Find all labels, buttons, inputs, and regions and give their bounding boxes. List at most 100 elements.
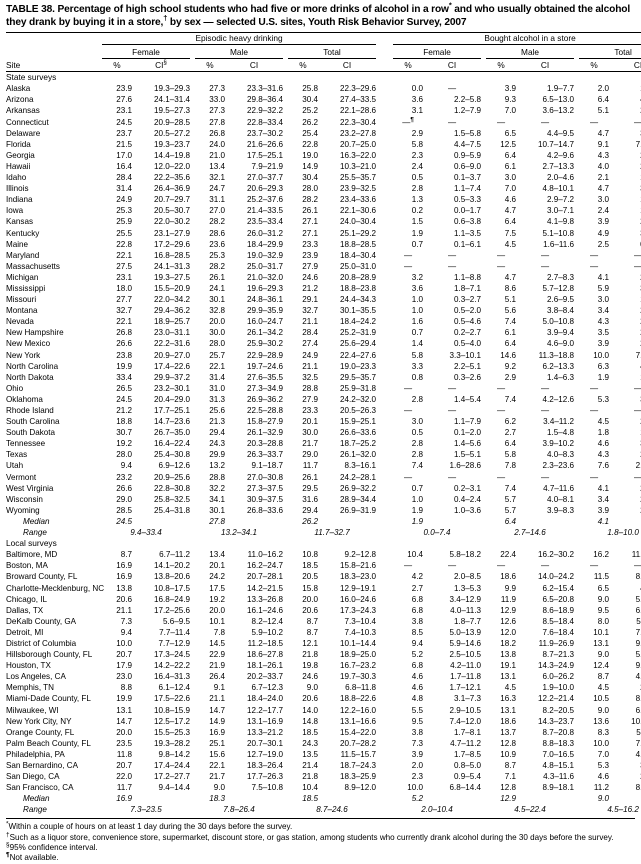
- cell-percent: 15.8: [302, 583, 318, 593]
- cell-percent: 4.3: [597, 450, 610, 460]
- cell-ci: 6.5–20.8: [542, 594, 575, 604]
- cell-percent: 2.4: [411, 161, 424, 171]
- cell-percent: 4.3: [597, 317, 610, 327]
- table-row: New Hampshire 26.8 23.0–31.1 30.0 26.1–34.2 2…: [6, 327, 641, 338]
- cell-percent: 12.0: [500, 627, 517, 637]
- row-site-label: Michigan: [6, 272, 39, 282]
- cell-percent: 8.7: [306, 616, 318, 626]
- table-row: San Bernardino, CA 20.7 17.4–24.4 22.1 18.3–…: [6, 760, 641, 771]
- cell-percent: 23.3: [302, 406, 318, 415]
- cell-percent: 24.7: [209, 184, 225, 194]
- cell-percent: 7.4: [504, 483, 517, 493]
- row-site-label: Hawaii: [6, 161, 31, 171]
- cell-percent: 14.9: [302, 161, 318, 171]
- row-site-label: South Dakota: [6, 428, 56, 438]
- cell-ci: 27.3–34.9: [246, 383, 283, 393]
- footnote-text: Within a couple of hours on at least 1 d…: [8, 822, 293, 832]
- cell-ci: 0.9–5.4: [454, 772, 482, 782]
- row-site-label: North Carolina: [6, 361, 59, 371]
- cell-ci: 20.2–33.7: [246, 672, 283, 682]
- cell-ci: 1.5–5.1: [454, 450, 482, 460]
- cell-ci: 3.9–9.4: [547, 328, 575, 338]
- cell-percent: 1.5: [411, 217, 424, 227]
- row-site-label: Miami-Dade County, FL: [6, 694, 91, 704]
- cell-percent: 13.4: [209, 550, 225, 560]
- cell-ci: 25.8–32.5: [153, 494, 190, 504]
- cell-percent: 31.1: [209, 195, 225, 205]
- cell-percent: —: [590, 117, 599, 127]
- cell-ci: 7.7–11.4: [159, 627, 190, 637]
- cell-ci: 6.7–11.2: [159, 550, 190, 560]
- cell-percent: 20.7: [116, 650, 132, 660]
- cell-ci: 8.6–18.9: [542, 605, 575, 615]
- cell-percent: 31.4: [209, 372, 225, 382]
- cell-percent: 3.0: [597, 295, 610, 305]
- cell-ci: 20.7–25.0: [340, 139, 377, 149]
- cell-percent: 7.3: [120, 616, 132, 626]
- table-row: Oklahoma 24.5 20.4–29.0 31.3 26.9–36.2 27.9 24…: [6, 394, 641, 405]
- cell-ci: 16.1–24.6: [246, 605, 283, 615]
- cell-percent: 20.7: [116, 761, 132, 770]
- cell-ci: 6.9–12.6: [158, 461, 190, 471]
- table-row: Massachusetts 27.5 24.1–31.3 28.2 25.0–31.7 2…: [6, 261, 641, 272]
- row-site-label: Boston, MA: [6, 561, 48, 571]
- cell-ci: 1.1–7.9: [454, 417, 482, 427]
- cell-ci: 25.2–37.6: [246, 195, 283, 205]
- cell-ci: —: [448, 117, 457, 127]
- cell-percent: 9.2: [504, 361, 517, 371]
- cell-ci: 23.5–33.4: [246, 217, 283, 227]
- cell-percent: —: [497, 406, 506, 415]
- cell-ci: 11.7–22.1: [631, 550, 641, 560]
- median-value: 9.0: [597, 794, 610, 804]
- header-sub-female-episodic: Female: [102, 47, 190, 60]
- cell-ci: 21.6–26.6: [246, 139, 283, 149]
- cell-percent: 22.1: [209, 761, 225, 770]
- cell-ci: 9.6–17.7: [635, 638, 641, 648]
- cell-ci: 18.7–25.2: [340, 439, 377, 449]
- cell-percent: —: [497, 250, 506, 260]
- cell-percent: 27.9: [302, 394, 318, 404]
- cell-ci: 1.8–7.1: [454, 283, 482, 293]
- cell-ci: 20.9–27.0: [153, 350, 190, 360]
- cell-ci: 3.0–7.1: [547, 206, 575, 216]
- cell-ci: 16.8–28.5: [153, 250, 190, 260]
- cell-ci: 8.2–12.4: [251, 616, 283, 626]
- cell-ci: 11.9–26.9: [538, 638, 575, 648]
- cell-ci: 26.0–31.2: [246, 228, 283, 238]
- cell-ci: 10.1–14.4: [340, 638, 377, 648]
- table-row: DeKalb County, GA 7.3 5.6–9.5 10.1 8.2–12.4 8…: [6, 616, 641, 627]
- cell-percent: 28.8: [209, 472, 225, 482]
- cell-percent: 5.3: [597, 394, 610, 404]
- table-row: San Francisco, CA 11.7 9.4–14.4 9.0 7.5–10.8…: [6, 782, 641, 793]
- cell-ci: 0.2–2.7: [454, 328, 482, 338]
- cell-ci: 1.6–5.7: [609, 294, 641, 305]
- cell-percent: 26.6: [116, 483, 132, 493]
- cell-ci: 19.7–24.6: [246, 361, 283, 371]
- cell-ci: —: [448, 383, 457, 393]
- cell-percent: 25.4: [302, 128, 318, 138]
- row-site-label: Orange County, FL: [6, 727, 75, 737]
- cell-ci: 18.8–28.5: [340, 239, 377, 249]
- median-value: 27.8: [209, 516, 225, 526]
- cell-percent: 1.3: [411, 195, 424, 205]
- cell-percent: 4.7: [504, 272, 517, 282]
- cell-ci: 12.2–16.0: [340, 705, 377, 715]
- cell-percent: 3.4: [597, 306, 610, 316]
- cell-ci: 26.8–33.6: [246, 505, 283, 515]
- cell-ci: 16.4–22.4: [153, 439, 190, 449]
- row-site-label: Palm Beach County, FL: [6, 738, 91, 748]
- cell-ci: 11.2–18.5: [247, 638, 283, 648]
- cell-percent: 9.4: [120, 461, 132, 471]
- cell-percent: 21.8: [302, 772, 318, 782]
- cell-ci: 26.9–31.9: [340, 505, 377, 515]
- cell-percent: 3.9: [597, 505, 610, 515]
- cell-ci: 22.4–27.6: [340, 350, 377, 360]
- cell-ci: 20.7–29.7: [153, 195, 190, 205]
- range-value: 7.8–26.4: [223, 805, 255, 815]
- section-header-row: Local surveys: [6, 538, 641, 549]
- cell-percent: 33.4: [116, 372, 132, 382]
- cell-ci: 26.9–36.2: [246, 394, 283, 404]
- cell-ci: 25.9–30.2: [246, 339, 283, 349]
- cell-ci: 10.3–21.0: [340, 161, 377, 171]
- row-site-label: Iowa: [6, 206, 24, 216]
